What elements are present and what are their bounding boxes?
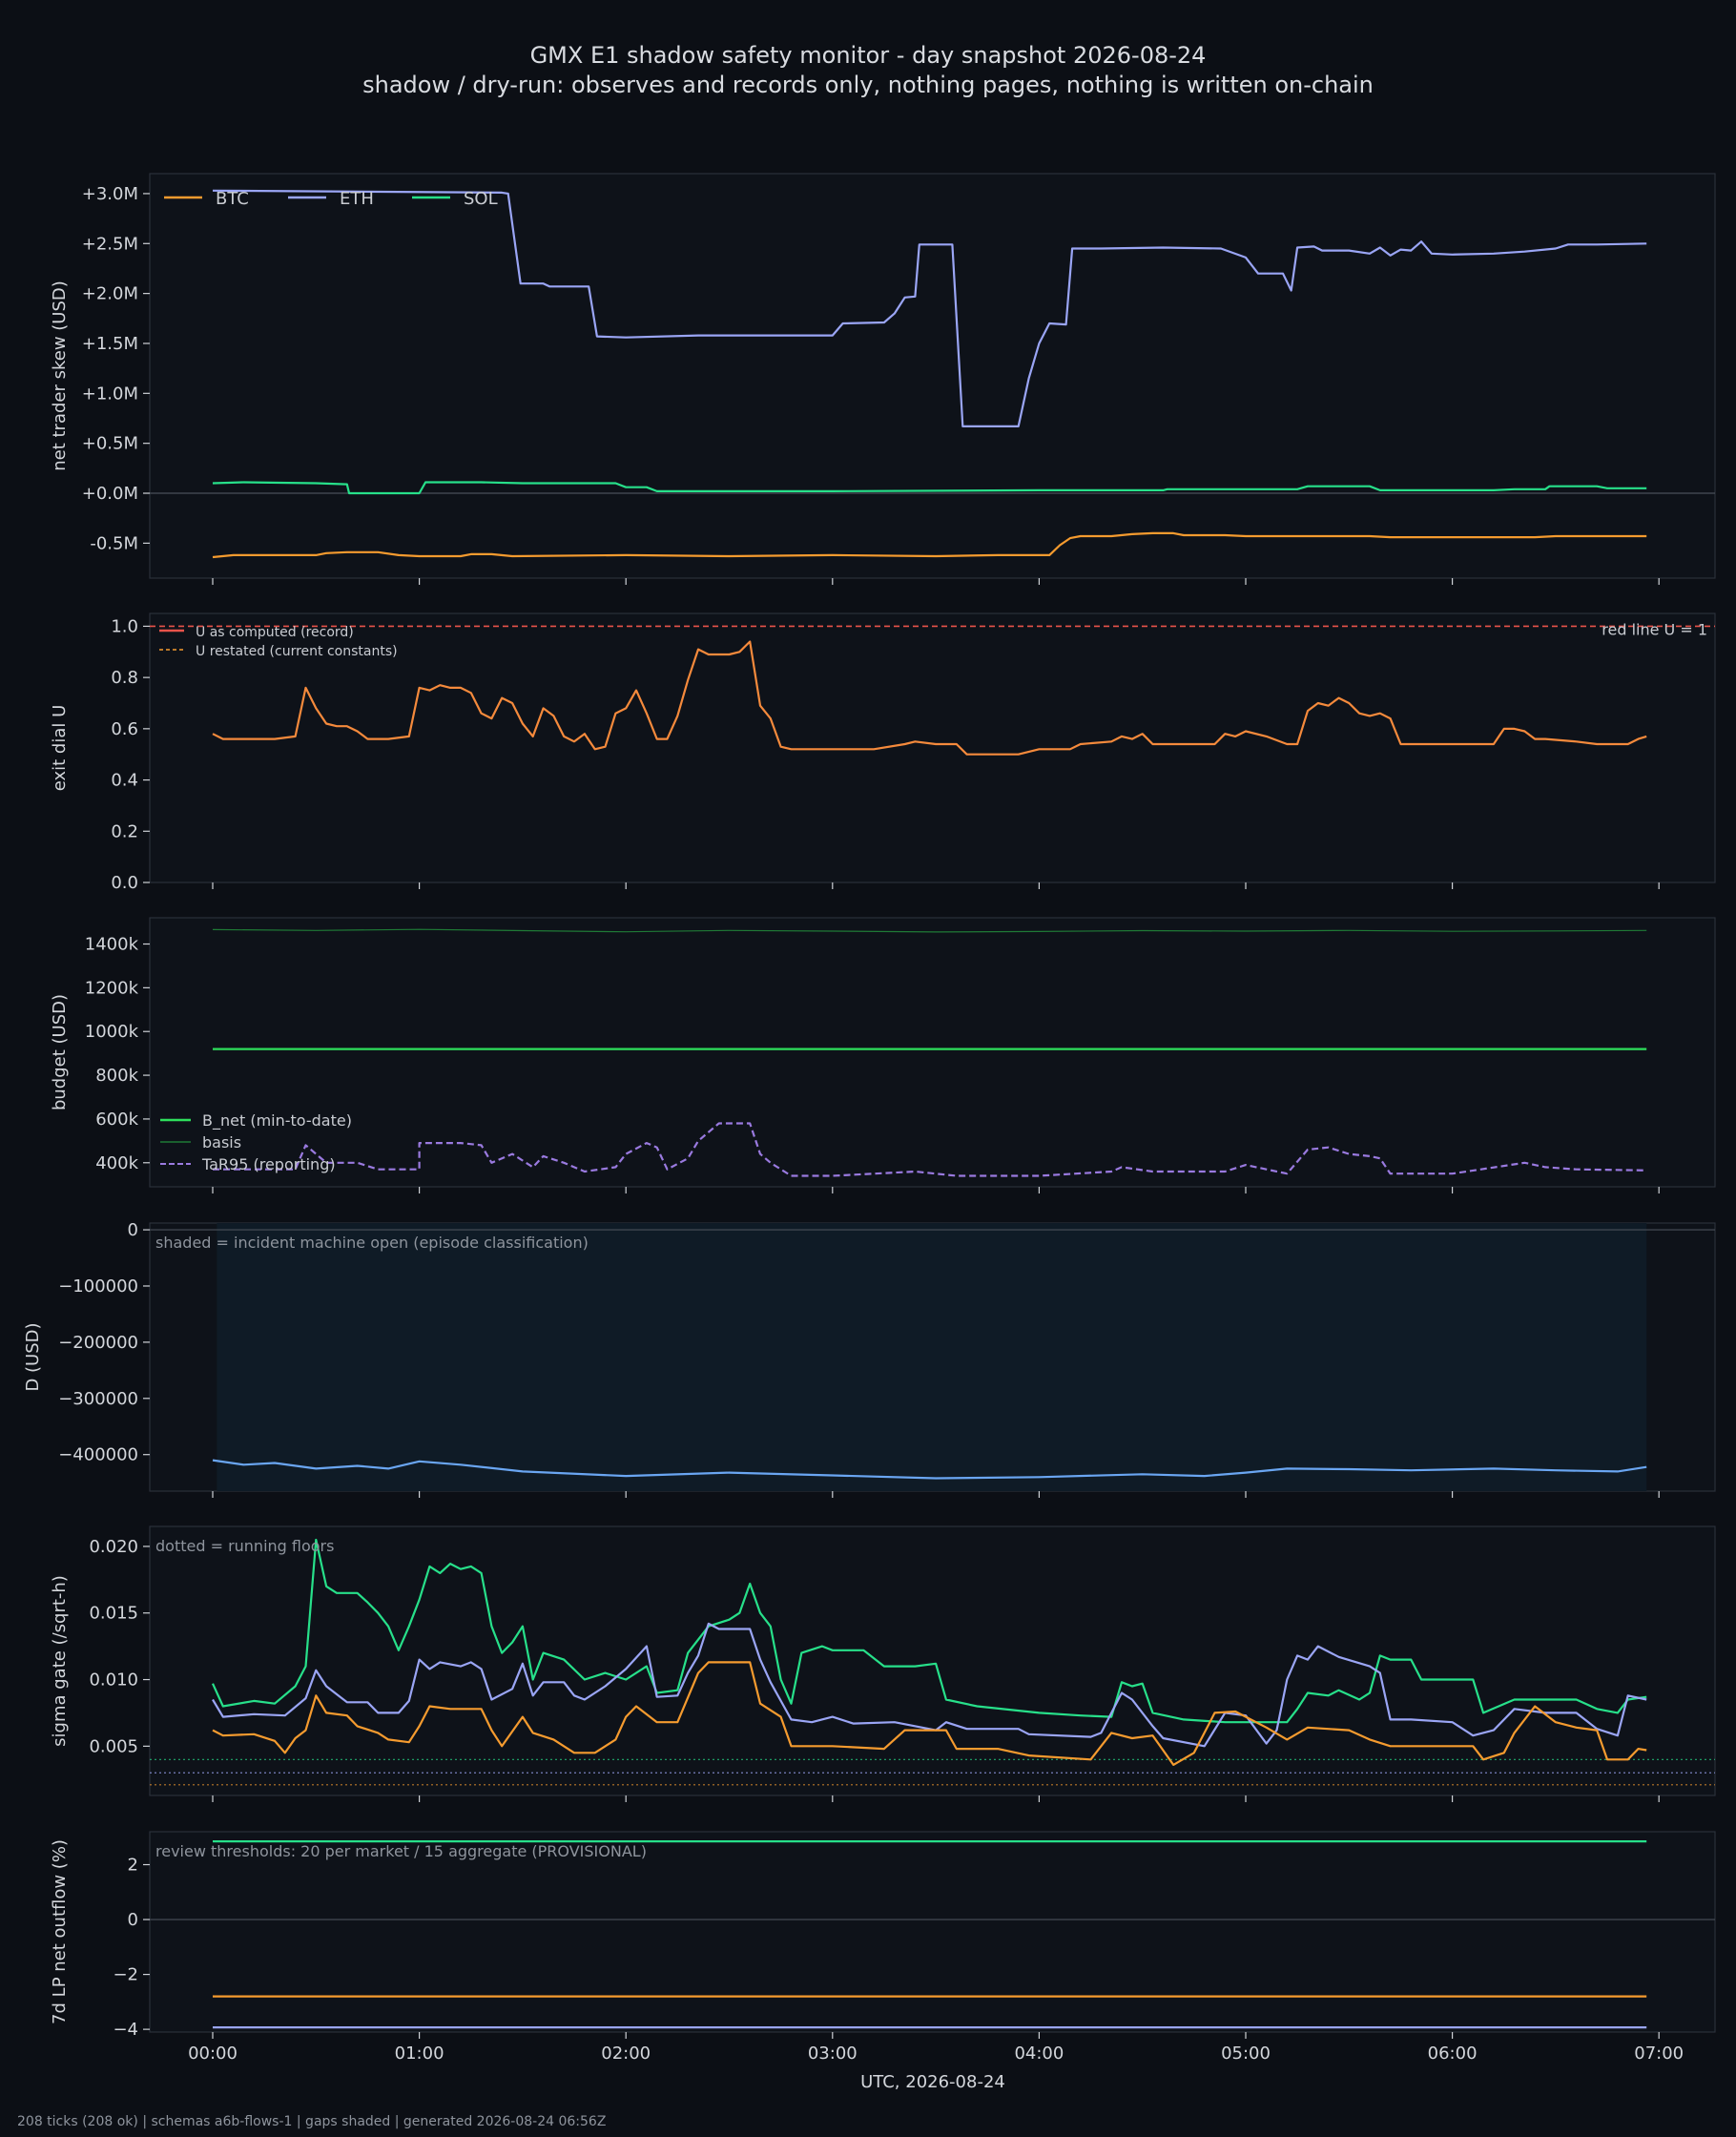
chart-title: GMX E1 shadow safety monitor - day snaps… [530, 42, 1207, 69]
x-tick-label: 03:00 [808, 2044, 858, 2064]
y-axis-label: net trader skew (USD) [50, 280, 70, 471]
y-tick-label: −300000 [58, 1389, 138, 1409]
panel-frame [149, 612, 1716, 883]
series-eth [212, 1622, 1647, 1748]
y-tick-label: 1000k [85, 1022, 139, 1042]
y-tick-label: −400000 [58, 1445, 138, 1465]
y-tick-label: 0.8 [111, 668, 138, 688]
x-tick-label: 07:00 [1634, 2044, 1684, 2064]
y-tick-label: 0.015 [89, 1604, 138, 1624]
x-tick-label: 02:00 [601, 2044, 651, 2064]
y-axis-label: sigma gate (/sqrt-h) [50, 1575, 70, 1747]
panel-annotation: shaded = incident machine open (episode … [155, 1234, 589, 1252]
series-sol [211, 1538, 1647, 1724]
legend-label-budget-1: B_net (min-to-date) [202, 1111, 352, 1131]
y-tick-label: −4 [113, 2020, 138, 2040]
series-sol [212, 481, 1647, 495]
panel-6: 2 0 −2 −4 7d LP net outflow (%) review thresh… [50, 1831, 1716, 2040]
y-tick-label: +0.0M [82, 484, 138, 504]
legends: BTC ETH SOL U as computed (record) U restate… [159, 189, 498, 1173]
y-tick-label: 800k [95, 1066, 138, 1086]
red-line-label: red line U = 1 [1602, 620, 1707, 638]
footer-status: 208 ticks (208 ok) | schemas a6b-flows-1… [17, 2114, 606, 2129]
y-axis-label: 7d LP net outflow (%) [50, 1839, 70, 2024]
y-tick-label: −2 [113, 1965, 138, 1985]
legend-label-sol: SOL [464, 189, 498, 209]
y-tick-label: 0.010 [89, 1670, 138, 1691]
y-tick-label: 400k [95, 1153, 138, 1173]
series-u-as-computed-record [212, 640, 1647, 756]
series-btc [212, 1661, 1647, 1766]
x-axis-label: UTC, 2026-08-24 [860, 2072, 1005, 2092]
series-btc [212, 531, 1647, 559]
legend-label-eth: ETH [340, 189, 374, 209]
y-tick-label: 0.4 [111, 771, 138, 791]
legend-label-budget-2: basis [202, 1133, 241, 1151]
panel-frame [149, 1525, 1716, 1796]
y-tick-label: +1.0M [82, 384, 138, 404]
chart-subtitle: shadow / dry-run: observes and records o… [362, 72, 1374, 98]
y-tick-label: -0.5M [90, 533, 138, 553]
x-tick-label: 04:00 [1014, 2044, 1064, 2064]
series-tar95-reporting [213, 1122, 1647, 1177]
y-tick-label: −200000 [58, 1333, 138, 1353]
y-tick-label: 1200k [85, 978, 139, 998]
legend-label-u-restated: U restated (current constants) [196, 644, 398, 659]
legend-label-u-computed: U as computed (record) [196, 625, 354, 640]
y-tick-label: +2.0M [82, 284, 138, 304]
legend-label-btc: BTC [216, 189, 249, 209]
y-tick-label: 0 [128, 1220, 138, 1240]
series-eth [212, 189, 1647, 427]
y-tick-label: 0.6 [111, 719, 138, 739]
y-tick-label: 0 [128, 1910, 138, 1930]
y-tick-label: 0.005 [89, 1736, 138, 1756]
panel-2: red line U = 1 0.0 0.2 0.4 0.6 0.8 1.0 exit dia… [50, 612, 1716, 893]
incident-shade [217, 1223, 1647, 1491]
legend-label-budget-3: TaR95 (reporting) [201, 1155, 336, 1173]
y-axis-label: budget (USD) [50, 994, 70, 1110]
panel-4: 0 −100000 −200000 −300000 −400000 D (USD) shad… [23, 1220, 1716, 1498]
y-tick-label: 2 [128, 1856, 138, 1876]
x-tick-label: 06:00 [1428, 2044, 1478, 2064]
panel-annotation: dotted = running floors [155, 1537, 334, 1555]
x-tick-label: 00:00 [188, 2044, 238, 2064]
y-tick-label: 1400k [85, 935, 139, 955]
series-basis [212, 928, 1647, 933]
y-tick-label: +2.5M [82, 234, 138, 254]
x-tick-label: 01:00 [395, 2044, 444, 2064]
y-axis-label: exit dial U [50, 705, 70, 792]
series-d [212, 1459, 1647, 1480]
panel-3: 400k 600k 800k 1000k 1200k 1400k budget (USD) [50, 917, 1716, 1193]
panel-frame [149, 917, 1716, 1188]
y-tick-label: +1.5M [82, 334, 138, 354]
panel-frame [149, 1831, 1716, 2033]
y-tick-label: −100000 [58, 1276, 138, 1297]
y-tick-label: +0.5M [82, 434, 138, 454]
panel-5: 0.005 0.010 0.015 0.020 sigma gate (/sqrt-h)… [50, 1525, 1716, 1802]
y-tick-label: 600k [95, 1110, 138, 1130]
y-tick-label: 0.2 [111, 821, 138, 841]
panel-1: +3.0M +2.5M +2.0M +1.5M +1.0M +0.5M +0.0M -0.5M… [50, 173, 1716, 585]
panel-annotation: review thresholds: 20 per market / 15 ag… [155, 1842, 647, 1860]
y-tick-label: +3.0M [82, 184, 138, 204]
y-tick-label: 0.0 [111, 873, 138, 893]
x-axis: 00:00 01:00 02:00 03:00 04:00 05:00 06:00 07:00… [188, 2044, 1684, 2092]
y-tick-label: 0.020 [89, 1537, 138, 1557]
panel-frame [149, 173, 1716, 579]
panels: +3.0M +2.5M +2.0M +1.5M +1.0M +0.5M +0.0M -0.5M… [23, 173, 1716, 2092]
x-tick-label: 05:00 [1221, 2044, 1271, 2064]
y-tick-label: 1.0 [111, 616, 138, 636]
y-axis-label: D (USD) [23, 1322, 43, 1391]
